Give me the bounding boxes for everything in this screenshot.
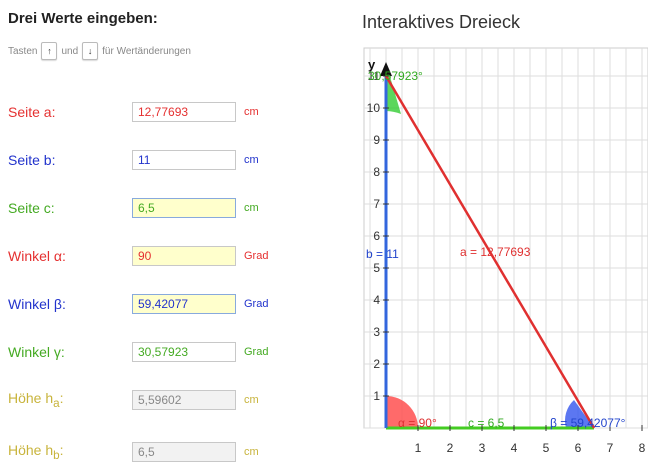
x-tick-label: 2 xyxy=(447,441,454,455)
label-side-b: Seite b: xyxy=(8,152,56,168)
y-tick-label: 2 xyxy=(373,357,380,371)
side-a-line[interactable] xyxy=(384,75,596,429)
hint-suffix: für Wertänderungen xyxy=(102,45,191,57)
angle-alpha-marker xyxy=(386,396,418,428)
arrow-up-key-icon: ↑ xyxy=(41,42,58,60)
y-tick-label: 6 xyxy=(373,229,380,243)
row-angle-alpha: Winkel α: Grad xyxy=(8,245,338,267)
x-tick-label: 3 xyxy=(479,441,486,455)
angle-alpha-label: α = 90° xyxy=(398,416,437,430)
y-tick-label: 9 xyxy=(373,133,380,147)
y-tick-label: 5 xyxy=(373,261,380,275)
x-tick-label: 5 xyxy=(543,441,550,455)
x-axis-ticks: 1 2 3 4 5 6 7 8 xyxy=(415,425,646,455)
y-axis-ticks: 1 2 3 4 5 6 7 8 9 10 11 xyxy=(367,69,389,403)
label-height-hb-main: Höhe h xyxy=(8,442,54,459)
label-side-a: Seite a: xyxy=(8,104,56,120)
input-side-c[interactable] xyxy=(132,198,236,218)
unit-height-hb: cm xyxy=(244,446,259,458)
input-side-a[interactable] xyxy=(132,102,236,122)
unit-side-a: cm xyxy=(244,106,259,118)
y-tick-label: 3 xyxy=(373,325,380,339)
unit-angle-beta: Grad xyxy=(244,298,269,310)
input-angle-alpha[interactable] xyxy=(132,246,236,266)
row-height-hb: Höhe hb: cm xyxy=(8,441,338,463)
x-tick-label: 4 xyxy=(511,441,518,455)
label-height-hb-end: : xyxy=(59,442,64,459)
label-height-ha-end: : xyxy=(59,390,64,407)
x-tick-label: 8 xyxy=(639,441,646,455)
y-tick-label: 4 xyxy=(373,293,380,307)
row-angle-beta: Winkel β: Grad xyxy=(8,293,338,315)
x-tick-label: 7 xyxy=(607,441,614,455)
y-tick-label: 10 xyxy=(367,101,381,115)
x-tick-label: 6 xyxy=(575,441,582,455)
y-axis-arrow-icon xyxy=(380,62,392,76)
input-side-b[interactable] xyxy=(132,150,236,170)
input-angle-gamma[interactable] xyxy=(132,342,236,362)
side-c-label: c = 6,5 xyxy=(468,416,505,430)
angle-beta-marker xyxy=(564,400,594,428)
y-tick-label: 7 xyxy=(373,197,380,211)
unit-side-b: cm xyxy=(244,154,259,166)
label-height-hb: Höhe hb: xyxy=(8,442,132,462)
unit-angle-alpha: Grad xyxy=(244,250,269,262)
side-a-label: a = 12,77693 xyxy=(460,245,531,259)
row-angle-gamma: Winkel γ: Grad xyxy=(8,341,338,363)
form-heading: Drei Werte eingeben: xyxy=(8,10,158,27)
output-height-ha xyxy=(132,390,236,410)
label-angle-beta: Winkel β: xyxy=(8,296,66,312)
label-side-c: Seite c: xyxy=(8,200,55,216)
angle-gamma-label: 30,57923° xyxy=(368,69,423,83)
angle-beta-label: β = 59,42077° xyxy=(550,416,626,430)
label-height-ha-main: Höhe h xyxy=(8,390,54,407)
row-side-c: Seite c: cm xyxy=(8,197,338,219)
label-height-ha-sub: a xyxy=(53,396,60,410)
diagram-frame xyxy=(363,47,648,429)
label-angle-gamma: Winkel γ: xyxy=(8,344,65,360)
input-angle-beta[interactable] xyxy=(132,294,236,314)
row-side-b: Seite b: cm xyxy=(8,149,338,171)
arrow-down-key-icon: ↓ xyxy=(82,42,99,60)
y-axis-label: y xyxy=(368,57,376,72)
x-tick-label: 1 xyxy=(415,441,422,455)
row-side-a: Seite a: cm xyxy=(8,101,338,123)
unit-side-c: cm xyxy=(244,202,259,214)
row-height-ha: Höhe ha: cm xyxy=(8,389,338,411)
y-tick-label: 11 xyxy=(368,69,381,83)
output-height-hb xyxy=(132,442,236,462)
unit-height-ha: cm xyxy=(244,394,259,406)
label-angle-alpha: Winkel α: xyxy=(8,248,66,264)
y-tick-label: 1 xyxy=(373,389,380,403)
y-tick-label: 8 xyxy=(373,165,380,179)
hint-prefix: Tasten xyxy=(8,45,38,57)
label-height-hb-sub: b xyxy=(53,448,60,462)
keyboard-hint: Tasten ↑ und ↓ für Wertänderungen xyxy=(8,42,191,60)
unit-angle-gamma: Grad xyxy=(244,346,269,358)
hint-middle: und xyxy=(61,45,79,57)
diagram-title: Interaktives Dreieck xyxy=(362,12,521,32)
label-height-ha: Höhe ha: xyxy=(8,390,132,410)
side-b-label: b = 11 xyxy=(366,247,399,261)
